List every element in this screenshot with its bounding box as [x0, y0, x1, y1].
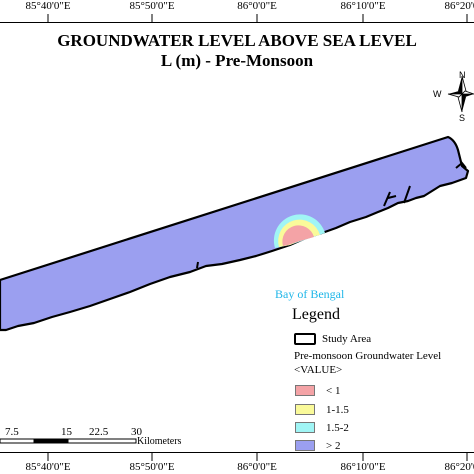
- bottom-tick-label: 86°20'0"E: [444, 461, 474, 473]
- scale-label: 22.5: [89, 426, 109, 438]
- bottom-tick-marks: [47, 453, 468, 461]
- scale-bar: [0, 438, 137, 444]
- creek-4: [455, 161, 467, 169]
- zone-lt1: [282, 225, 314, 246]
- class-label: 1.5-2: [326, 422, 349, 434]
- bottom-tick-label: 86°10'0"E: [340, 461, 386, 473]
- top-tick-label: 85°40'0"E: [25, 0, 71, 12]
- scale-label: 30: [131, 426, 142, 438]
- map-title: GROUNDWATER LEVEL ABOVE SEA LEVEL: [57, 31, 417, 50]
- class-label: > 2: [326, 440, 341, 452]
- groundwater-zones: [273, 214, 325, 248]
- class-swatch-gt2: [295, 440, 315, 451]
- study-area-label: Study Area: [322, 333, 372, 345]
- creek-1: [196, 261, 199, 269]
- study-area-polygon: [0, 135, 470, 332]
- scale-unit: Kilometers: [137, 436, 182, 447]
- class-swatch-1p5-2: [295, 422, 315, 433]
- class-swatch-1-1p5: [295, 404, 315, 415]
- top-tick-label: 86°0'0"E: [237, 0, 277, 12]
- west-label: W: [433, 89, 442, 99]
- creek-3: [403, 185, 411, 204]
- top-tick-label: 86°20'0"E: [444, 0, 474, 12]
- layer-title: Pre-monsoon Groundwater Level: [294, 350, 442, 362]
- south-label: S: [459, 113, 466, 123]
- sea-label: Bay of Bengal: [275, 287, 345, 301]
- value-label: <VALUE>: [294, 364, 343, 376]
- class-swatch-lt1: [295, 385, 315, 396]
- class-label: < 1: [326, 385, 341, 397]
- top-tick-label: 85°50'0"E: [129, 0, 175, 12]
- study-area: [0, 135, 470, 332]
- legend-title: Legend: [292, 306, 340, 323]
- study-area-swatch: [294, 333, 316, 345]
- north-label: N: [459, 70, 466, 80]
- scale-label: 15: [61, 426, 72, 438]
- north-arrow-icon: [447, 75, 474, 113]
- bottom-tick-label: 85°40'0"E: [25, 461, 71, 473]
- top-tick-label: 86°10'0"E: [340, 0, 386, 12]
- bottom-tick-label: 86°0'0"E: [237, 461, 277, 473]
- bottom-tick-label: 85°50'0"E: [129, 461, 175, 473]
- map-subtitle: L (m) - Pre-Monsoon: [160, 51, 314, 70]
- scale-label: 7.5: [5, 426, 19, 438]
- top-tick-marks: [47, 14, 468, 22]
- creek-2: [383, 191, 397, 207]
- class-label: 1-1.5: [326, 404, 349, 416]
